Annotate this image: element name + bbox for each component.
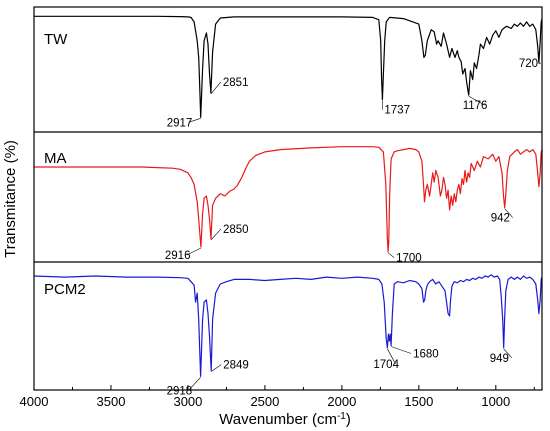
peak-annotation-1176: 1176 — [463, 95, 488, 112]
series-line-tw — [34, 15, 543, 118]
peak-annotation-2916: 2916 — [165, 247, 202, 262]
peak-label-1737: 1737 — [384, 105, 410, 117]
peak-leader-949 — [503, 348, 512, 358]
peak-annotation-949: 949 — [490, 348, 512, 365]
peak-label-1704: 1704 — [373, 359, 399, 371]
peak-leader-1704 — [387, 348, 396, 364]
peak-annotation-2851: 2851 — [210, 77, 249, 95]
y-axis-label: Transmitance (%) — [2, 140, 19, 258]
peak-label-1680: 1680 — [413, 349, 439, 361]
x-tick-label-2000: 2000 — [327, 394, 356, 409]
peak-leader-2917 — [188, 118, 201, 123]
peak-leader-2916 — [186, 247, 202, 256]
peak-label-2917: 2917 — [167, 117, 193, 129]
peak-annotation-1704: 1704 — [373, 348, 400, 371]
series-label-pcm2: PCM2 — [44, 281, 86, 298]
peak-label-2850: 2850 — [223, 224, 249, 236]
peak-annotation-2850: 2850 — [210, 224, 249, 241]
peak-label-949: 949 — [490, 353, 509, 365]
peak-leader-1680 — [391, 346, 412, 354]
peak-annotation-1700: 1700 — [387, 252, 422, 265]
peak-leader-2850 — [210, 228, 222, 241]
peak-leader-1176 — [468, 95, 485, 106]
peak-label-2849: 2849 — [223, 360, 249, 372]
peak-annotation-720: 720 — [519, 58, 542, 70]
series-label-ma: MA — [44, 150, 67, 167]
panels: TW MA PCM2 — [33, 15, 543, 377]
x-tick-label-3500: 3500 — [97, 394, 126, 409]
peak-leader-720 — [538, 62, 542, 65]
series-label-tw: TW — [44, 31, 68, 48]
peak-label-2851: 2851 — [223, 77, 249, 89]
peak-leader-2849 — [211, 364, 222, 372]
x-tick-label-4000: 4000 — [20, 394, 49, 409]
plot-frame — [33, 6, 543, 391]
peak-annotations: 2917 2851 1737 1176 720 2916 2850 1700 942 2918 28… — [165, 58, 542, 397]
x-tick-label-3000: 3000 — [173, 394, 202, 409]
peak-leader-2918 — [188, 377, 201, 391]
peak-annotation-1680: 1680 — [391, 346, 439, 361]
x-axis-label: Wavenumber (cm-1) — [219, 411, 351, 428]
panel-pcm2: PCM2 — [33, 274, 543, 377]
panel-tw: TW — [34, 15, 543, 118]
series-line-ma — [34, 146, 543, 253]
peak-label-2916: 2916 — [165, 250, 191, 262]
peak-annotation-1737: 1737 — [382, 100, 410, 117]
panel-ma: MA — [34, 146, 543, 253]
peak-label-720: 720 — [519, 58, 538, 70]
peak-annotation-942: 942 — [491, 208, 513, 225]
peak-annotation-2849: 2849 — [211, 360, 249, 372]
series-line-pcm2 — [33, 274, 543, 377]
peak-leader-2851 — [210, 81, 222, 95]
peak-label-1176: 1176 — [463, 100, 488, 112]
x-axis-ticks: 4000 3500 3000 2500 2000 1500 1000 — [20, 385, 535, 409]
peak-label-2918: 2918 — [167, 385, 193, 397]
x-tick-label-1000: 1000 — [481, 394, 510, 409]
peak-leader-1700 — [387, 252, 395, 258]
peak-label-942: 942 — [491, 213, 510, 225]
peak-annotation-2918: 2918 — [167, 377, 201, 397]
x-tick-label-2500: 2500 — [250, 394, 279, 409]
peak-annotation-2917: 2917 — [167, 117, 201, 129]
x-tick-label-1500: 1500 — [404, 394, 433, 409]
peak-label-1700: 1700 — [396, 253, 422, 265]
peak-leader-942 — [504, 208, 513, 218]
